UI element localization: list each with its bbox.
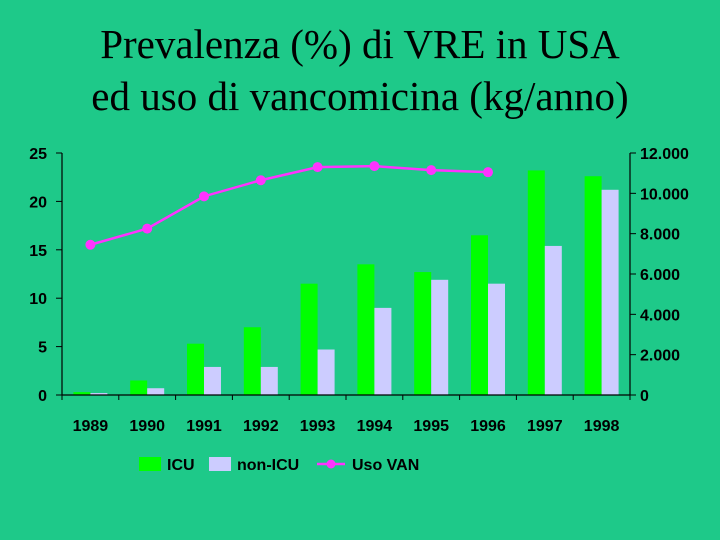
right-tick-label: 8.000 [640, 227, 680, 244]
legend-label-uso-van: Uso VAN [352, 457, 419, 474]
bar-non-icu-1992 [260, 366, 278, 395]
x-tick-label-1991: 1991 [186, 418, 222, 435]
point-uso-van-1992 [255, 175, 266, 186]
legend-swatch-icu [139, 457, 161, 471]
bar-non-icu-1991 [204, 366, 221, 395]
title-line-1: Prevalenza (%) di VRE in USA [100, 21, 620, 67]
left-tick-label: 10 [29, 291, 47, 308]
left-tick-label: 15 [29, 243, 47, 260]
bar-icu-1993 [300, 283, 318, 395]
bar-icu-1998 [584, 176, 602, 395]
line-uso-van [90, 164, 489, 246]
bar-non-icu-1997 [544, 245, 562, 395]
left-tick-label: 0 [38, 388, 47, 405]
point-uso-van-1994 [369, 161, 380, 172]
x-tick-label-1994: 1994 [357, 418, 393, 435]
bar-icu-1989 [73, 392, 91, 395]
bar-non-icu-1995 [431, 279, 449, 395]
x-tick-label-1990: 1990 [129, 418, 165, 435]
right-tick-label: 4.000 [640, 307, 680, 324]
bar-icu-1994 [357, 264, 375, 395]
bar-non-icu-1993 [317, 349, 335, 395]
x-tick-label-1992: 1992 [243, 418, 279, 435]
x-tick-label-1998: 1998 [584, 418, 620, 435]
right-tick-label: 12.000 [640, 146, 689, 163]
point-uso-van-1991 [199, 191, 209, 202]
point-uso-van-1989 [85, 239, 96, 250]
title-line-2: ed uso di vancomicina (kg/anno) [91, 73, 629, 119]
right-tick-label: 6.000 [640, 267, 680, 284]
legend-swatch-non-icu [209, 457, 231, 471]
right-tick-label: 2.000 [640, 348, 680, 365]
point-uso-van-1993 [312, 162, 323, 173]
x-tick-label-1989: 1989 [73, 418, 109, 435]
bar-icu-1995 [414, 272, 432, 395]
bar-non-icu-1994 [374, 307, 392, 395]
right-tick-label: 0 [640, 388, 649, 405]
point-uso-van-1995 [426, 165, 437, 176]
left-tick-label: 25 [29, 146, 47, 163]
legend-label-icu: ICU [167, 457, 195, 474]
point-uso-van-1990 [142, 223, 153, 234]
bar-non-icu-1990 [147, 388, 165, 395]
bar-non-icu-1989 [90, 393, 108, 395]
x-tick-label-1993: 1993 [300, 418, 336, 435]
bar-icu-1991 [187, 343, 204, 395]
bar-icu-1990 [130, 380, 148, 395]
x-tick-label-1995: 1995 [413, 418, 449, 435]
x-tick-label-1997: 1997 [527, 418, 563, 435]
bar-icu-1997 [527, 170, 545, 395]
legend-marker-uso-van [326, 459, 336, 469]
bar-non-icu-1996 [488, 283, 505, 395]
left-tick-label: 20 [29, 194, 47, 211]
left-tick-label: 5 [38, 340, 47, 357]
point-uso-van-1996 [483, 167, 493, 178]
bar-icu-1992 [243, 327, 261, 395]
legend-label-non-icu: non-ICU [237, 457, 299, 474]
bar-non-icu-1998 [601, 189, 619, 395]
right-tick-label: 10.000 [640, 186, 689, 203]
chart-title: Prevalenza (%) di VRE in USA ed uso di v… [0, 18, 720, 122]
bar-icu-1996 [471, 235, 488, 395]
x-tick-label-1996: 1996 [470, 418, 506, 435]
